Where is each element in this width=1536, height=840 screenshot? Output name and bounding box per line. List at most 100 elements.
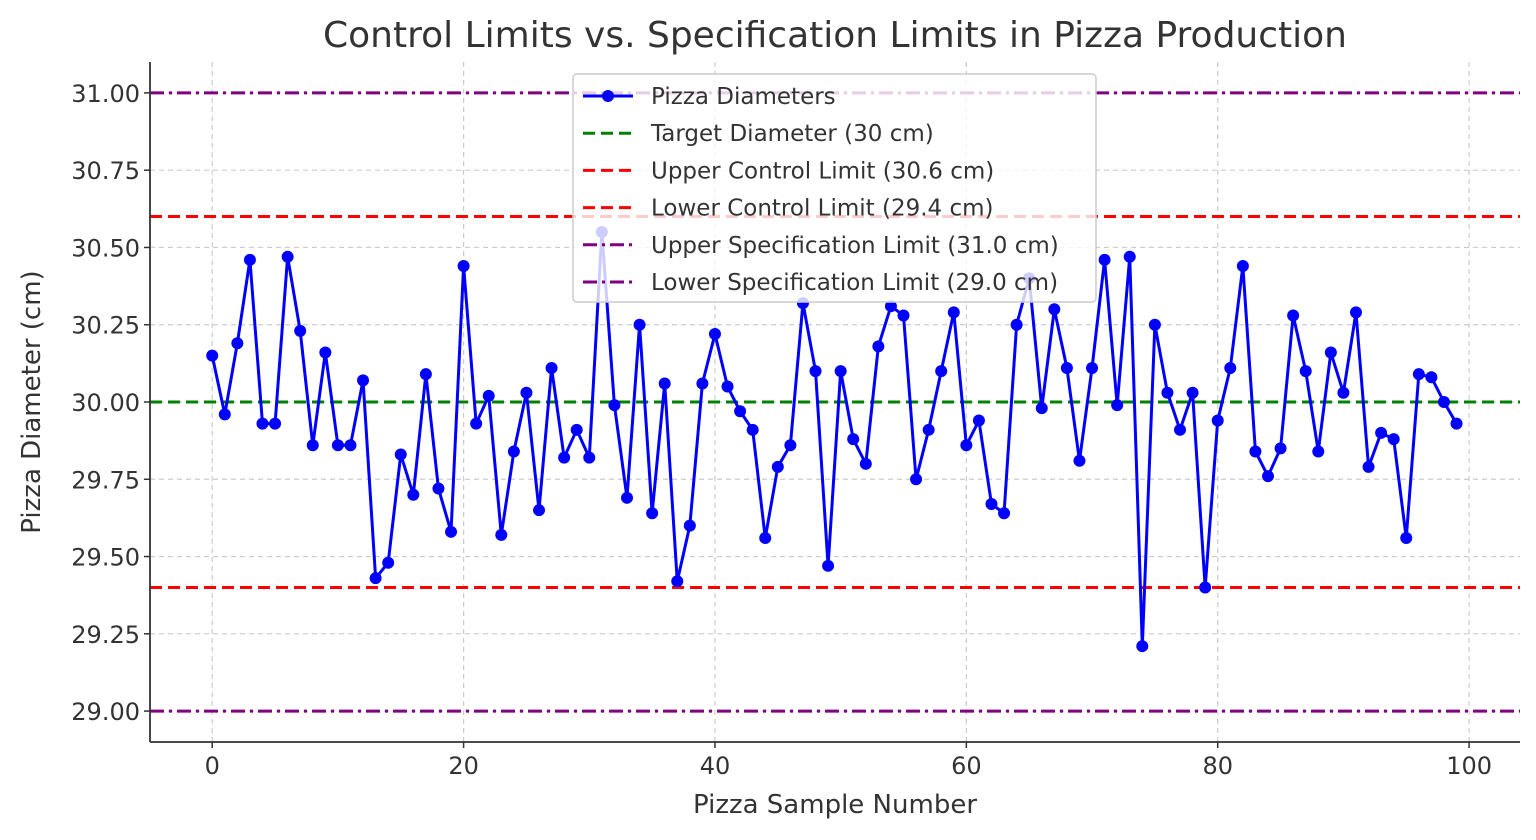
data-point [771, 460, 784, 473]
data-point [884, 300, 897, 313]
y-tick-label: 29.50 [71, 544, 140, 572]
data-point [344, 439, 357, 452]
data-point [1111, 399, 1124, 412]
data-point [1199, 581, 1212, 594]
y-tick-label: 31.00 [71, 80, 140, 108]
data-point [394, 448, 407, 461]
x-tick-label: 0 [205, 752, 220, 780]
data-point [1412, 368, 1425, 381]
legend-label: Pizza Diameters [651, 84, 836, 110]
data-point [1211, 414, 1224, 427]
data-point [231, 337, 244, 350]
data-point [1148, 318, 1161, 331]
data-point [382, 556, 395, 569]
x-tick-label: 40 [700, 752, 731, 780]
legend-label: Upper Control Limit (30.6 cm) [651, 158, 994, 184]
data-point [1060, 362, 1073, 374]
data-point [696, 377, 709, 390]
data-point [859, 457, 872, 470]
chart-title: Control Limits vs. Specification Limits … [323, 15, 1347, 56]
axes: 0 20 40 60 80 100 29.00 29.25 29.50 29.75 30.00 30.… [71, 62, 1520, 780]
data-point [1048, 303, 1061, 316]
data-point [206, 349, 219, 362]
data-point [1186, 386, 1199, 399]
data-point [407, 488, 420, 501]
data-point [306, 439, 319, 452]
data-point [683, 519, 696, 532]
data-point [985, 498, 998, 510]
data-point [1362, 460, 1375, 473]
data-point [1299, 365, 1312, 378]
legend-label: Target Diameter (30 cm) [650, 121, 934, 147]
data-point [809, 365, 822, 378]
y-tick-label: 30.00 [71, 389, 140, 417]
data-point [432, 482, 445, 495]
data-point [533, 504, 546, 517]
data-point [1324, 346, 1337, 359]
data-point [457, 260, 470, 272]
data-point [331, 439, 344, 452]
data-point [419, 368, 432, 381]
data-point [1261, 470, 1274, 483]
data-point [269, 417, 282, 430]
data-point [633, 318, 646, 331]
data-point [545, 362, 558, 374]
data-point [520, 386, 533, 399]
y-tick-label: 29.25 [71, 621, 140, 649]
legend-box [572, 73, 1097, 303]
data-point [1123, 250, 1136, 263]
data-point [1349, 306, 1362, 319]
data-point [1375, 426, 1388, 439]
data-point [1450, 417, 1463, 430]
data-point [570, 423, 583, 436]
data-point [445, 525, 458, 538]
data-point [1437, 396, 1450, 408]
data-point [608, 399, 621, 412]
data-point [947, 306, 960, 319]
data-point [759, 532, 772, 544]
data-point [507, 445, 520, 458]
data-point [708, 328, 721, 340]
legend: Pizza Diameters Target Diameter (30 cm) Up… [572, 73, 1097, 303]
y-tick-label: 30.50 [71, 234, 140, 262]
data-point [243, 253, 256, 266]
data-point [847, 433, 860, 446]
data-point [1098, 253, 1111, 266]
data-point [998, 507, 1011, 520]
data-point [734, 405, 747, 418]
data-point [721, 380, 734, 393]
y-tick-label: 30.25 [71, 312, 140, 340]
data-point [281, 250, 294, 263]
data-point [671, 575, 684, 588]
data-point [319, 346, 332, 359]
y-axis-label: Pizza Diameter (cm) [17, 270, 47, 533]
data-point [960, 439, 973, 452]
x-tick-label: 60 [951, 752, 982, 780]
data-point [470, 417, 483, 430]
data-point [369, 572, 382, 585]
data-point [972, 414, 985, 427]
y-tick-label: 29.00 [71, 698, 140, 726]
data-point [1010, 318, 1023, 331]
legend-label: Upper Specification Limit (31.0 cm) [651, 233, 1059, 259]
data-point [1161, 386, 1174, 399]
data-point [256, 417, 269, 430]
data-point [1337, 386, 1350, 399]
x-tick-label: 20 [448, 752, 479, 780]
data-point [294, 324, 307, 337]
data-point [1224, 362, 1237, 374]
y-tick-label: 29.75 [71, 466, 140, 494]
data-point [658, 377, 671, 390]
x-tick-label: 80 [1202, 752, 1233, 780]
data-point [746, 423, 759, 436]
data-point [482, 389, 495, 402]
data-point [1274, 442, 1287, 455]
data-point [1249, 445, 1262, 458]
data-point [1035, 402, 1048, 415]
data-point [1236, 260, 1249, 272]
data-point [922, 423, 935, 436]
data-point [897, 309, 910, 322]
data-point [495, 528, 508, 541]
data-point [784, 439, 797, 452]
